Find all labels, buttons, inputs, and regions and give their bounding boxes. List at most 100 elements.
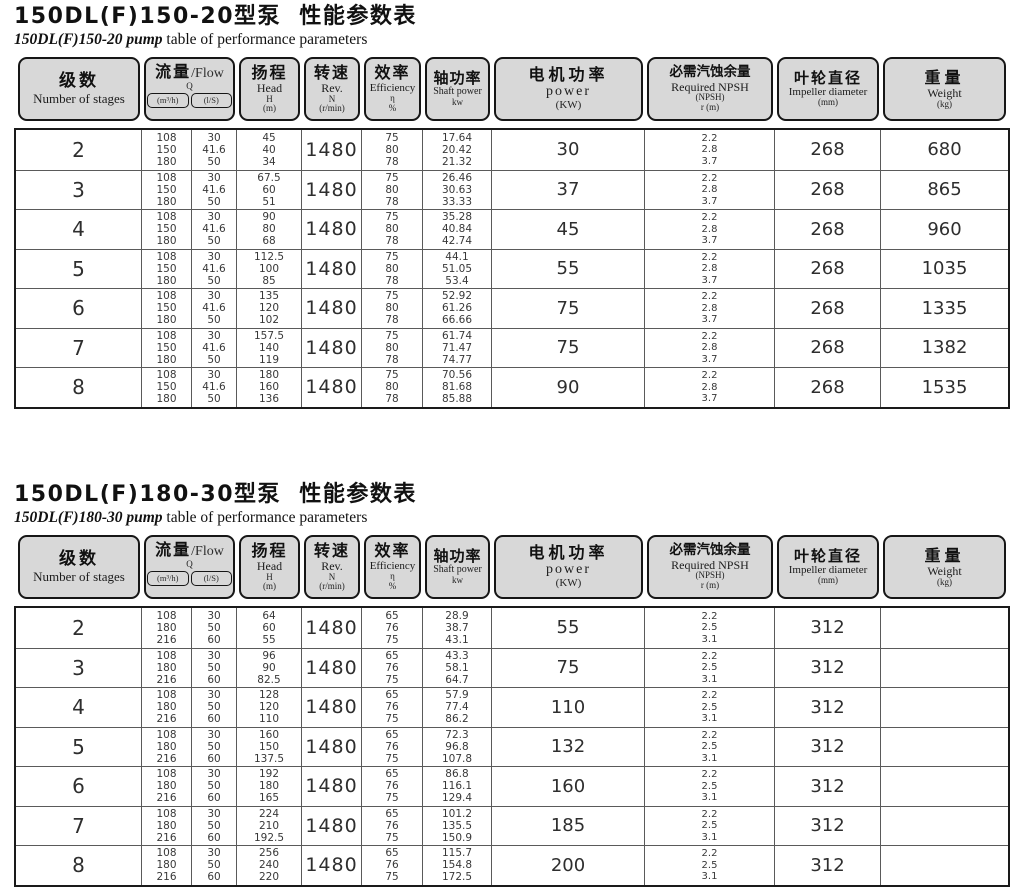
cell-impeller: 268 — [775, 368, 881, 407]
cell-stages: 5 — [16, 727, 142, 766]
cell-flow-ls: 30 50 60 — [192, 846, 237, 885]
cell-motor-power: 75 — [492, 648, 645, 687]
cell-rev: 1480 — [302, 846, 362, 885]
cell-head: 192 180 165 — [237, 767, 302, 806]
header-flow: 流量/Flow Q (m³/h) (l/S) — [144, 57, 235, 121]
cell-rev: 1480 — [302, 767, 362, 806]
cell-efficiency: 75 80 78 — [362, 130, 423, 170]
cell-efficiency: 75 80 78 — [362, 289, 423, 328]
header-npsh: 必需汽蚀余量 Required NPSH (NPSH) r (m) — [647, 57, 773, 121]
cell-flow-m3h: 108 150 180 — [142, 289, 192, 328]
cell-flow-m3h: 108 150 180 — [142, 368, 192, 407]
pump-table-section-150-20: 150DL(F)150-20型泵 性能参数表 150DL(F)150-20 pu… — [14, 4, 1014, 409]
cell-flow-ls: 30 50 60 — [192, 688, 237, 727]
cell-impeller: 268 — [775, 289, 881, 328]
cell-weight — [881, 688, 1008, 727]
header-shaft-power: 轴功率 Shaft power kw — [425, 57, 490, 121]
cell-motor-power: 55 — [492, 249, 645, 288]
table-row: 5 108 180 216 30 50 60 160 150 137.5 1480 65 76… — [16, 726, 1008, 767]
cell-shaft-power: 115.7 154.8 172.5 — [423, 846, 492, 885]
cell-shaft-power: 44.1 51.05 53.4 — [423, 249, 492, 288]
cell-npsh: 2.2 2.5 3.1 — [645, 846, 775, 885]
table-row: 4 108 150 180 30 41.6 50 90 80 68 1480 75 80 78 … — [16, 209, 1008, 249]
cell-flow-ls: 30 41.6 50 — [192, 289, 237, 328]
cell-shaft-power: 57.9 77.4 86.2 — [423, 688, 492, 727]
cell-shaft-power: 72.3 96.8 107.8 — [423, 727, 492, 766]
table-row: 2 108 150 180 30 41.6 50 45 40 34 1480 75 80 78 … — [16, 130, 1008, 170]
cell-motor-power: 200 — [492, 846, 645, 885]
cell-motor-power: 37 — [492, 170, 645, 209]
cell-impeller: 268 — [775, 170, 881, 209]
cell-flow-m3h: 108 150 180 — [142, 130, 192, 170]
cell-weight: 865 — [927, 179, 962, 201]
cell-motor-power: 45 — [492, 210, 645, 249]
cell-weight — [881, 767, 1008, 806]
cell-impeller: 268 — [775, 249, 881, 288]
cell-impeller: 268 — [775, 210, 881, 249]
cell-efficiency: 65 76 75 — [362, 727, 423, 766]
cell-flow-m3h: 108 180 216 — [142, 767, 192, 806]
cell-stages: 8 — [16, 368, 142, 407]
header-motor-power: 电机功率 power (KW) — [494, 57, 643, 121]
cell-motor-power: 75 — [492, 289, 645, 328]
cell-efficiency: 65 76 75 — [362, 688, 423, 727]
header-efficiency: 效率 Efficiency η % — [364, 535, 421, 599]
flow-unit-m3h: (m³/h) — [147, 92, 189, 108]
cell-efficiency: 75 80 78 — [362, 368, 423, 407]
cell-weight: 1382 — [921, 337, 968, 359]
cell-weight: 1535 — [921, 376, 968, 398]
subtitle-model: 150DL(F)150-20 pump — [14, 31, 163, 48]
header-motor-power: 电机功率 power (KW) — [494, 535, 643, 599]
table-row: 5 108 150 180 30 41.6 50 112.5 100 85 1480 75 8… — [16, 248, 1008, 288]
cell-motor-power: 160 — [492, 767, 645, 806]
cell-rev: 1480 — [302, 368, 362, 407]
cell-flow-m3h: 108 180 216 — [142, 846, 192, 885]
cell-weight — [881, 728, 1008, 767]
cell-flow-ls: 30 41.6 50 — [192, 328, 237, 367]
cell-stages: 5 — [16, 249, 142, 288]
table-row: 7 108 180 216 30 50 60 224 210 192.5 1480 65 76… — [16, 805, 1008, 845]
cell-flow-ls: 30 41.6 50 — [192, 249, 237, 288]
cell-shaft-power: 70.56 81.68 85.88 — [423, 368, 492, 407]
header-flow: 流量/Flow Q (m³/h) (l/S) — [144, 535, 235, 599]
cell-shaft-power: 35.28 40.84 42.74 — [423, 210, 492, 249]
cell-efficiency: 65 76 75 — [362, 767, 423, 806]
cell-impeller: 312 — [775, 727, 881, 766]
header-weight: 重量 Weight (kg) — [883, 57, 1006, 121]
cell-efficiency: 65 76 75 — [362, 846, 423, 885]
cell-stages: 3 — [16, 648, 142, 687]
flow-unit-boxes: (m³/h) (l/S) — [146, 570, 233, 587]
cell-efficiency: 65 76 75 — [362, 608, 423, 648]
cell-shaft-power: 101.2 135.5 150.9 — [423, 806, 492, 845]
table-row: 8 108 150 180 30 41.6 50 180 160 136 1480 75 80… — [16, 367, 1008, 407]
table-row: 4 108 180 216 30 50 60 128 120 110 1480 65 76 75… — [16, 687, 1008, 727]
header-rev: 转速 Rev. N (r/min) — [304, 57, 360, 121]
cell-flow-m3h: 108 150 180 — [142, 170, 192, 209]
cell-flow-m3h: 108 150 180 — [142, 249, 192, 288]
cell-flow-m3h: 108 180 216 — [142, 608, 192, 648]
cell-rev: 1480 — [302, 170, 362, 209]
pump-table-section-180-30: 150DL(F)180-30型泵 性能参数表 150DL(F)180-30 pu… — [14, 482, 1014, 887]
cell-weight — [881, 846, 1008, 885]
title-suffix-cn: 性能参数表 — [299, 482, 417, 507]
cell-motor-power: 132 — [492, 727, 645, 766]
header-efficiency: 效率 Efficiency η % — [364, 57, 421, 121]
flow-unit-ls: (l/S) — [190, 570, 232, 586]
cell-npsh: 2.2 2.8 3.7 — [645, 210, 775, 249]
table-body-150-20: 2 108 150 180 30 41.6 50 45 40 34 1480 75 80 78 … — [14, 128, 1010, 409]
cell-stages: 2 — [16, 130, 142, 170]
cell-head: 128 120 110 — [237, 688, 302, 727]
cell-rev: 1480 — [302, 608, 362, 648]
cell-head: 67.5 60 51 — [237, 170, 302, 209]
header-shaft-power: 轴功率 Shaft power kw — [425, 535, 490, 599]
cell-efficiency: 75 80 78 — [362, 249, 423, 288]
cell-flow-ls: 30 50 60 — [192, 727, 237, 766]
cell-stages: 8 — [16, 846, 142, 885]
cell-head: 45 40 34 — [237, 130, 302, 170]
cell-shaft-power: 28.9 38.7 43.1 — [423, 608, 492, 648]
flow-unit-m3h: (m³/h) — [147, 570, 189, 586]
cell-stages: 7 — [16, 806, 142, 845]
header-head: 扬程 Head H (m) — [239, 535, 300, 599]
cell-impeller: 312 — [775, 806, 881, 845]
cell-rev: 1480 — [302, 328, 362, 367]
